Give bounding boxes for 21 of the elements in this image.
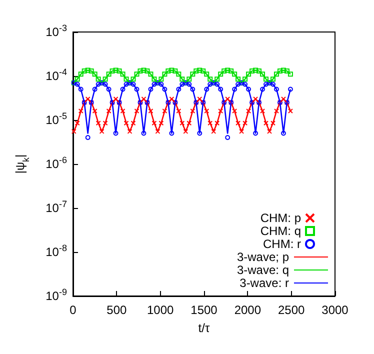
legend-label: 3-wave: r xyxy=(240,276,289,290)
x-tick-label: 2000 xyxy=(234,303,262,317)
x-axis-title: t/τ xyxy=(198,321,210,335)
y-tick-label: 10$^{-3}$ xyxy=(46,23,67,39)
y-tick-label: 10$^{-6}$ xyxy=(46,155,67,171)
legend-label: CHM: r xyxy=(263,237,301,251)
y-tick-label: 10$^{-4}$ xyxy=(46,67,67,83)
legend-label: CHM: q xyxy=(260,224,301,238)
y-tick-label: 10$^{-7}$ xyxy=(46,199,67,215)
x-tick-label: 1500 xyxy=(190,303,218,317)
y-tick-label: 10$^{-8}$ xyxy=(46,243,67,259)
x-tick-label: 1000 xyxy=(146,303,174,317)
y-tick-label: 10$^{-5}$ xyxy=(46,111,67,127)
x-tick-label: 500 xyxy=(106,303,127,317)
legend-label: 3-wave: q xyxy=(236,263,289,277)
legend-label: CHM: p xyxy=(260,211,302,225)
x-tick-label: 3000 xyxy=(322,303,349,317)
x-tick-label: 2500 xyxy=(278,303,306,317)
legend-label: 3-wave; p xyxy=(236,250,290,264)
x-tick-label: 0 xyxy=(70,303,77,317)
y-tick-label: 10$^{-9}$ xyxy=(46,287,67,303)
